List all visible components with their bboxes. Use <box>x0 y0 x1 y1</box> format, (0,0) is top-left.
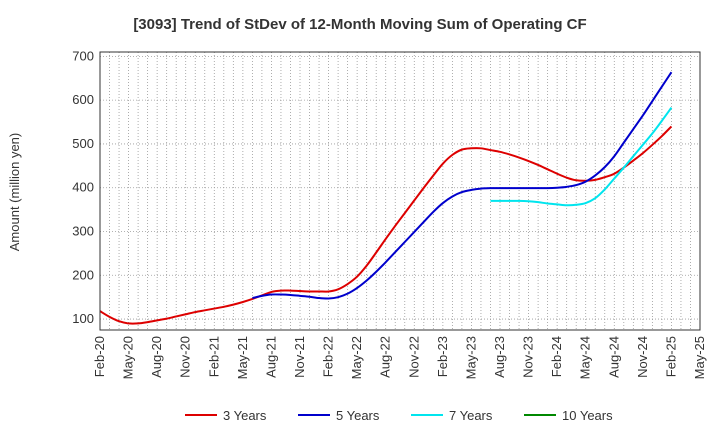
y-tick-label: 100 <box>72 311 94 326</box>
x-tick-label: May-24 <box>578 336 593 379</box>
series-layer <box>99 71 673 325</box>
legend-label: 10 Years <box>562 408 613 423</box>
plot-frame <box>99 51 701 331</box>
x-tick-label: Nov-21 <box>292 336 307 378</box>
x-ticks: Feb-20 May-20 Aug-20 Nov-20 Feb-21 May-21 Aug-… <box>92 336 707 379</box>
x-tick-label: Aug-24 <box>606 336 621 378</box>
x-tick-label: Aug-23 <box>492 336 507 378</box>
chart-title: [3093] Trend of StDev of 12-Month Moving… <box>133 16 586 33</box>
x-tick-label: Nov-24 <box>635 336 650 378</box>
legend: 3 Years 5 Years 7 Years 10 Years <box>185 408 613 423</box>
y-tick-label: 200 <box>72 267 94 282</box>
y-tick-label: 700 <box>72 48 94 63</box>
x-tick-label: Nov-23 <box>521 336 536 378</box>
y-tick-label: 300 <box>72 223 94 238</box>
y-tick-label: 500 <box>72 136 94 151</box>
x-tick-label: Feb-20 <box>92 336 107 377</box>
x-tick-label: Aug-22 <box>378 336 393 378</box>
y-tick-label: 600 <box>72 92 94 107</box>
legend-label: 3 Years <box>223 408 267 423</box>
series-line <box>490 107 673 207</box>
y-ticks: 100 200 300 400 500 600 700 <box>72 48 94 326</box>
x-tick-label: Feb-22 <box>321 336 336 377</box>
y-tick-label: 400 <box>72 180 94 195</box>
x-tick-label: Nov-20 <box>178 336 193 378</box>
x-tick-label: Feb-25 <box>663 336 678 377</box>
x-tick-label: Aug-21 <box>263 336 278 378</box>
x-tick-label: Feb-23 <box>435 336 450 377</box>
y-axis-label: Amount (million yen) <box>7 133 22 252</box>
grid <box>100 52 700 330</box>
x-tick-label: Nov-22 <box>406 336 421 378</box>
x-tick-label: May-20 <box>121 336 136 379</box>
legend-label: 7 Years <box>449 408 493 423</box>
series-line <box>252 71 673 300</box>
series-line <box>99 125 673 325</box>
x-tick-label: Feb-21 <box>206 336 221 377</box>
x-tick-label: May-21 <box>235 336 250 379</box>
x-tick-label: May-25 <box>692 336 707 379</box>
legend-label: 5 Years <box>336 408 380 423</box>
x-tick-label: Aug-20 <box>149 336 164 378</box>
x-tick-label: Feb-24 <box>549 336 564 377</box>
x-tick-label: May-22 <box>349 336 364 379</box>
x-tick-label: May-23 <box>463 336 478 379</box>
